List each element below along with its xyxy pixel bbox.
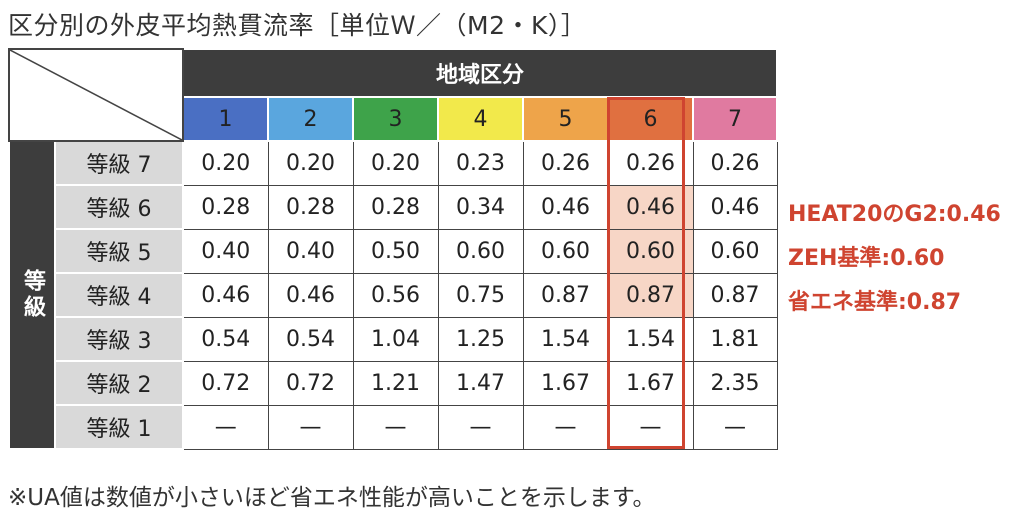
table-cell: 1.21 — [352, 360, 439, 406]
table-row: 等級 5 0.40 0.40 0.50 0.60 0.60 0.60 0.60 — [9, 228, 778, 274]
table-cell: 0.46 — [607, 184, 694, 230]
table-cell: 0.72 — [182, 360, 269, 406]
grade-label: 等級 1 — [54, 404, 184, 450]
diagonal-line-icon — [10, 50, 182, 140]
table-cell: 0.54 — [267, 316, 354, 362]
region-header: 地域区分 — [182, 48, 778, 98]
table-cell: — — [352, 404, 439, 450]
table-cell: 0.60 — [607, 228, 694, 274]
note-energy-standard: 省エネ基準:0.87 — [788, 290, 962, 315]
table-cell: 0.75 — [437, 272, 524, 318]
grade-label: 等級 6 — [54, 184, 184, 230]
grade-label: 等級 7 — [54, 140, 184, 186]
note-zeh: ZEH基準:0.60 — [788, 246, 945, 271]
footnote: ※UA値は数値が小さいほど省エネ性能が高いことを示します。 — [8, 485, 656, 511]
table-cell: 0.34 — [437, 184, 524, 230]
table-cell: 1.54 — [522, 316, 609, 362]
table-cell: 0.87 — [692, 272, 778, 318]
table-cell: 0.26 — [522, 140, 609, 186]
grade-label: 等級 2 — [54, 360, 184, 406]
table-cell: 0.26 — [607, 140, 694, 186]
table-cell: 1.47 — [437, 360, 524, 406]
grade-label: 等級 3 — [54, 316, 184, 362]
page-title: 区分別の外皮平均熱貫流率［単位Ｗ／（M2・K）］ — [8, 11, 587, 40]
table-cell: — — [607, 404, 694, 450]
zone-header-1: 1 — [182, 96, 269, 142]
table-row: 等級 6 0.28 0.28 0.28 0.34 0.46 0.46 0.46 — [9, 184, 778, 230]
table-cell: 1.54 — [607, 316, 694, 362]
table-cell: 0.87 — [607, 272, 694, 318]
table-cell: 1.67 — [607, 360, 694, 406]
table-cell: 0.60 — [437, 228, 524, 274]
zone-header-6: 6 — [607, 96, 694, 142]
table-row: 等級 2 0.72 0.72 1.21 1.47 1.67 1.67 2.35 — [9, 360, 778, 406]
note-heat20: HEAT20のG2:0.46 — [788, 202, 1001, 227]
table-row: 等級 3 0.54 0.54 1.04 1.25 1.54 1.54 1.81 — [9, 316, 778, 362]
table-cell: 0.60 — [692, 228, 778, 274]
table-cell: — — [692, 404, 778, 450]
zone-header-4: 4 — [437, 96, 524, 142]
table-cell: 1.25 — [437, 316, 524, 362]
table-cell: 0.87 — [522, 272, 609, 318]
zone-header-3: 3 — [352, 96, 439, 142]
table-corner — [8, 48, 184, 142]
table-cell: 0.20 — [352, 140, 439, 186]
table-cell: 0.23 — [437, 140, 524, 186]
table-cell: 0.20 — [182, 140, 269, 186]
table-cell: 2.35 — [692, 360, 778, 406]
table-cell: 1.67 — [522, 360, 609, 406]
table-cell: 0.20 — [267, 140, 354, 186]
table-cell: — — [182, 404, 269, 450]
table-cell: — — [437, 404, 524, 450]
table-cell: 0.40 — [182, 228, 269, 274]
table-cell: 0.28 — [352, 184, 439, 230]
zone-header-7: 7 — [692, 96, 778, 142]
table-cell: 0.50 — [352, 228, 439, 274]
table-cell: 0.46 — [692, 184, 778, 230]
table-cell: 0.40 — [267, 228, 354, 274]
grade-vertical-header: 等級 — [8, 140, 56, 450]
table-cell: 0.28 — [267, 184, 354, 230]
grade-label: 等級 5 — [54, 228, 184, 274]
table-cell: 0.28 — [182, 184, 269, 230]
table-cell: 0.46 — [267, 272, 354, 318]
table-cell: 1.04 — [352, 316, 439, 362]
table-row: 等級 等級 7 0.20 0.20 0.20 0.23 0.26 0.26 0.26 — [8, 140, 778, 450]
table-cell: 0.60 — [522, 228, 609, 274]
table-cell: 0.54 — [182, 316, 269, 362]
table-cell: — — [267, 404, 354, 450]
table-row: 等級 1— — — — — — — — [9, 404, 778, 450]
zone-header-2: 2 — [267, 96, 354, 142]
grade-label: 等級 4 — [54, 272, 184, 318]
table-cell: 1.81 — [692, 316, 778, 362]
table-cell: 0.46 — [522, 184, 609, 230]
zone-header-5: 5 — [522, 96, 609, 142]
table-cell: 0.72 — [267, 360, 354, 406]
table-cell: — — [522, 404, 609, 450]
table-cell: 0.56 — [352, 272, 439, 318]
table-cell: 0.46 — [182, 272, 269, 318]
table-row: 等級 4 0.46 0.46 0.56 0.75 0.87 0.87 0.87 — [9, 272, 778, 318]
table-cell: 0.26 — [692, 140, 778, 186]
